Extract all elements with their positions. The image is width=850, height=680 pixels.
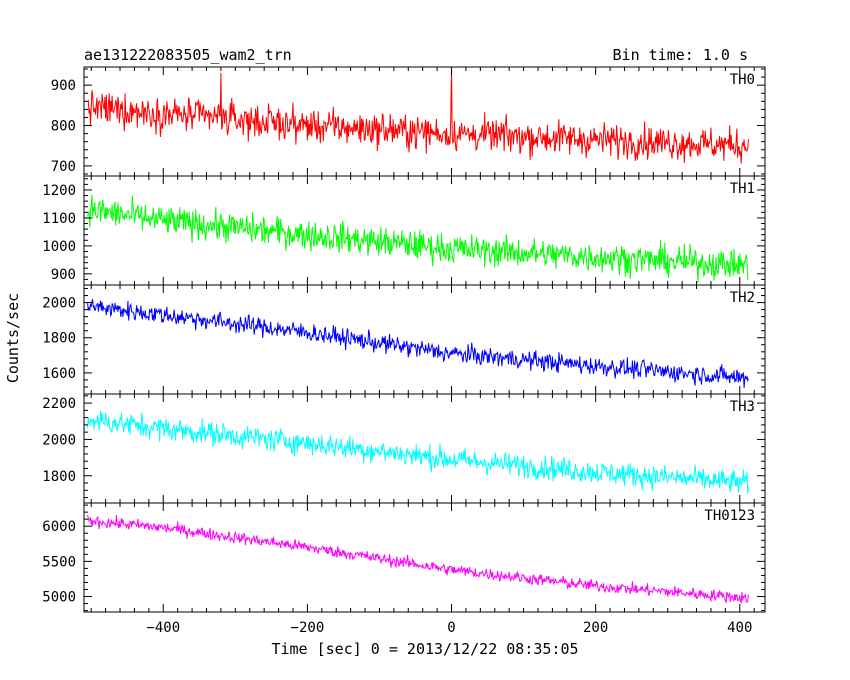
y-tick-label: 800 [51,119,76,135]
panel-frame [83,284,766,395]
panel-frame [83,393,766,504]
panel-label: TH0123 [704,508,755,524]
series-th0 [87,66,749,164]
y-tick-label: 5500 [42,554,76,570]
panels-group: 700 800 900 TH0 900 1000 1100 1200 TH1 1600 1800 20… [42,66,766,613]
y-tick-label: 700 [51,159,76,175]
series-th0123 [87,514,749,605]
y-tick-label: 1800 [42,469,76,485]
panel-th0123: 5000 5500 6000 TH0123 [42,502,766,613]
panel-label: TH0 [730,72,755,88]
panel-frame [83,175,766,286]
series-th3 [87,410,749,494]
y-tick-label: 1000 [42,239,76,255]
x-tick-label: 200 [583,620,608,636]
panel-label: TH2 [730,290,755,306]
x-tick-labels: −400 −200 0 200 400 [146,620,752,636]
x-axis-label: Time [sec] 0 = 2013/12/22 08:35:05 [271,640,578,658]
chart-title-left: ae131222083505_wam2_trn [84,46,292,64]
panel-label: TH1 [730,181,755,197]
series-th2 [87,298,749,389]
chart-title-right: Bin time: 1.0 s [613,46,748,64]
panel-th2: 1600 1800 2000 TH2 [42,284,766,395]
y-tick-label: 1800 [42,331,76,347]
x-tick-label: −200 [291,620,325,636]
y-axis-label: Counts/sec [4,293,22,383]
panel-th1: 900 1000 1100 1200 TH1 [42,175,766,286]
y-tick-label: 900 [51,78,76,94]
panel-th3: 1800 2000 2200 TH3 [42,393,766,504]
x-tick-label: 400 [727,620,752,636]
y-tick-label: 2000 [42,296,76,312]
panel-th0: 700 800 900 TH0 [51,66,766,177]
y-tick-label: 6000 [42,519,76,535]
series-th1 [87,194,749,283]
x-tick-label: 0 [447,620,455,636]
y-tick-label: 2200 [42,396,76,412]
x-tick-label: −400 [146,620,180,636]
panel-label: TH3 [730,399,755,415]
y-tick-label: 5000 [42,590,76,606]
panel-frame [83,502,766,613]
y-tick-label: 1100 [42,211,76,227]
y-tick-label: 1200 [42,183,76,199]
y-tick-label: 2000 [42,432,76,448]
y-tick-label: 900 [51,267,76,283]
y-tick-label: 1600 [42,366,76,382]
